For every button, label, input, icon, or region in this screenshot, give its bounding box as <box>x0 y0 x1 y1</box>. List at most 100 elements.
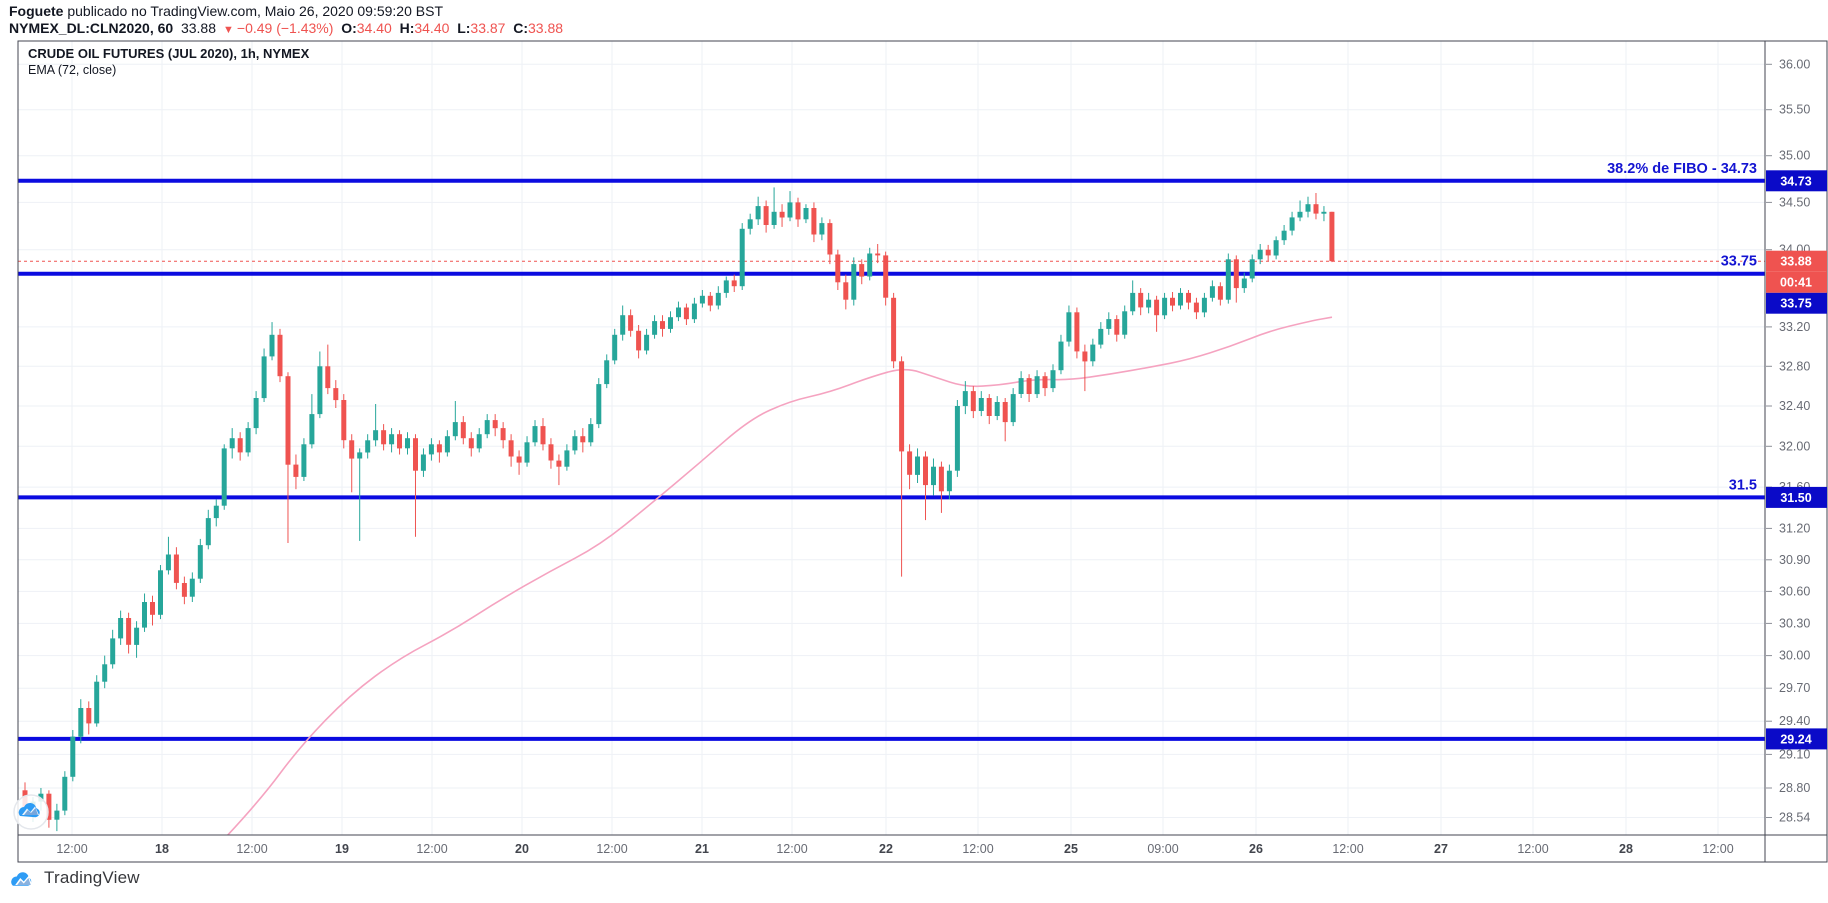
candle-body-up <box>1305 204 1311 212</box>
candle-body-up <box>931 466 936 486</box>
svg-text:33.88: 33.88 <box>1780 255 1811 269</box>
candle-body-up <box>1106 319 1112 329</box>
candle-body-up <box>189 578 195 597</box>
svg-text:29.24: 29.24 <box>1780 732 1811 746</box>
candle-body-down <box>277 334 283 377</box>
candle-body-down <box>237 438 243 453</box>
candle-body-up <box>62 776 68 811</box>
time-axis-day-label: 19 <box>335 842 349 856</box>
candle-body-down <box>1186 292 1191 303</box>
candle-body-up <box>691 303 697 320</box>
candle-body-up <box>596 384 602 425</box>
time-axis-time-label: 12:00 <box>236 842 267 856</box>
candle-body-down <box>938 466 944 492</box>
tradingview-logo-icon[interactable] <box>9 867 37 889</box>
candle-body-up <box>1321 211 1327 214</box>
candle-body-down <box>500 428 506 441</box>
candle-body-up <box>78 708 84 737</box>
candle-body-up <box>604 360 610 385</box>
candle-body-down <box>1233 259 1239 289</box>
price-change: −0.49 (−1.43%) <box>236 20 334 36</box>
time-axis-time-label: 12:00 <box>56 842 87 856</box>
candle-body-down <box>628 315 634 331</box>
candle-body-up <box>1273 240 1279 256</box>
candle-body-up <box>1162 297 1168 316</box>
candle-body-up <box>755 206 761 220</box>
candle-body-up <box>723 280 729 293</box>
price-tick-label: 31.20 <box>1779 521 1810 535</box>
tradingview-brand-text[interactable]: TradingView <box>44 868 140 887</box>
time-axis-time-label: 12:00 <box>596 842 627 856</box>
candle-body-down <box>381 430 387 445</box>
high-value: 34.40 <box>414 20 450 36</box>
candle-body-down <box>126 618 132 645</box>
candle-body-up <box>205 518 211 546</box>
chart-frame <box>17 40 1828 863</box>
candle-body-up <box>134 627 140 645</box>
time-axis-day-label: 27 <box>1434 842 1448 856</box>
candle-body-up <box>428 444 434 455</box>
candle-body-down <box>492 420 498 429</box>
time-axis-day-label: 18 <box>155 842 169 856</box>
candle-body-up <box>1122 311 1128 335</box>
candle-body-down <box>556 460 562 467</box>
candle-body-down <box>795 202 801 220</box>
price-tick-label: 32.00 <box>1779 439 1810 453</box>
candle-body-down <box>923 456 928 486</box>
candle-body-up <box>946 470 952 492</box>
time-axis-time-label: 12:00 <box>1517 842 1548 856</box>
candle-body-up <box>1018 378 1024 394</box>
candle-body-up <box>644 334 650 351</box>
candle-body-down <box>285 376 291 465</box>
candle-body-up <box>102 664 108 682</box>
plot-content <box>18 178 1765 835</box>
price-tick-label: 35.00 <box>1779 149 1810 163</box>
close-value: 33.88 <box>528 20 564 36</box>
price-tick-label: 30.00 <box>1779 649 1810 663</box>
candle-body-up <box>405 438 410 449</box>
time-axis-time-label: 09:00 <box>1147 842 1178 856</box>
current-price-badge: 33.88 <box>1766 250 1827 272</box>
candle-body-up <box>1178 292 1183 306</box>
time-axis-bg[interactable] <box>18 836 1827 863</box>
price-tick-label: 35.50 <box>1779 103 1810 117</box>
candle-body-down <box>397 434 402 449</box>
candles <box>22 187 1335 832</box>
candle-body-up <box>867 253 873 277</box>
candle-body-up <box>54 810 60 820</box>
time-axis-time-label: 12:00 <box>1702 842 1733 856</box>
time-axis-day-label: 26 <box>1249 842 1263 856</box>
candle-body-up <box>1098 328 1104 345</box>
last-price: 33.88 <box>180 20 216 36</box>
candle-body-down <box>843 282 849 300</box>
time-axis[interactable]: 12:00 18 12:00 19 12:00 20 12:00 21 12:00 22 12:00… <box>56 842 1733 856</box>
candle-body-up <box>229 438 235 449</box>
candle-body-up <box>357 452 363 459</box>
candle-body-down <box>707 295 713 306</box>
candle-body-down <box>907 451 913 475</box>
price-tick-label: 34.50 <box>1779 195 1810 209</box>
candle-body-down <box>1329 211 1335 262</box>
candle-body-down <box>883 255 889 298</box>
candle-body-up <box>118 618 124 639</box>
candle-body-up <box>1010 394 1016 423</box>
price-tick-label: 29.70 <box>1779 681 1810 695</box>
candle-body-down <box>970 391 976 412</box>
time-axis-day-label: 21 <box>695 842 709 856</box>
candle-body-down <box>1026 378 1032 394</box>
candle-body-up <box>771 211 777 225</box>
candle-body-down <box>779 211 785 218</box>
open-value: 34.40 <box>356 20 392 36</box>
candle-body-up <box>253 398 259 429</box>
candle-body-up <box>165 554 171 571</box>
candle-body-down <box>1042 376 1048 389</box>
candle-body-up <box>572 436 578 451</box>
price-tick-label: 29.40 <box>1779 714 1810 728</box>
candle-body-down <box>86 708 92 724</box>
time-axis-time-label: 12:00 <box>416 842 447 856</box>
bar-countdown-badge: 00:41 <box>1766 271 1827 293</box>
candle-body-down <box>1170 297 1175 306</box>
candle-body-down <box>835 254 841 283</box>
